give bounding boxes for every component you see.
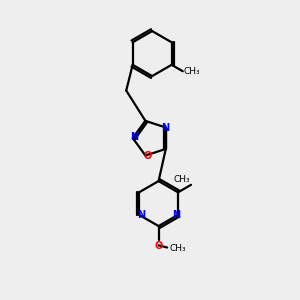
Text: CH₃: CH₃ [173, 175, 190, 184]
Text: O: O [154, 241, 163, 251]
Text: CH₃: CH₃ [184, 67, 200, 76]
Text: N: N [161, 122, 169, 133]
Text: N: N [137, 210, 145, 220]
Text: N: N [172, 210, 180, 220]
Text: CH₃: CH₃ [169, 244, 186, 253]
Text: N: N [130, 132, 138, 142]
Text: O: O [144, 151, 152, 160]
